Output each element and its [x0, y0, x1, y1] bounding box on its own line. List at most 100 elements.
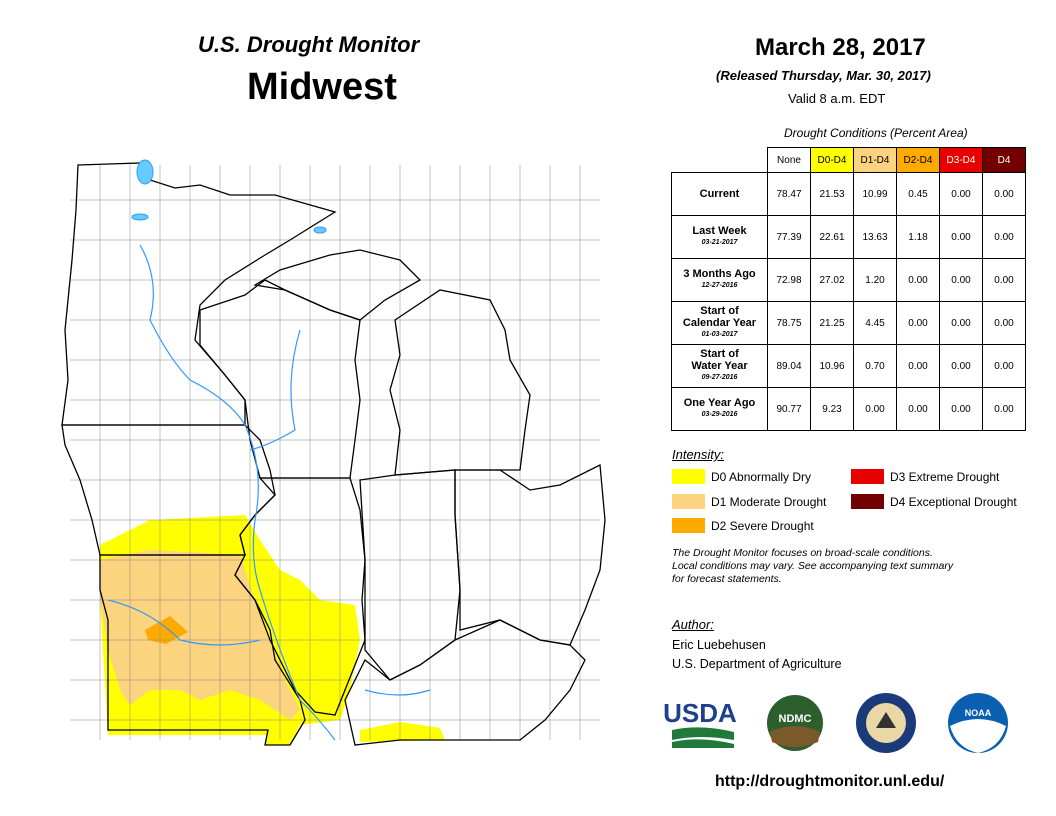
url: http://droughtmonitor.unl.edu/ — [715, 773, 945, 790]
cell: 0.00 — [853, 387, 897, 431]
row-label: Start of Calendar Year 01-03-2017 — [671, 301, 768, 345]
column-header: None — [767, 147, 811, 173]
logos: USDA NDMC NOAA — [663, 693, 1008, 753]
county-grid — [70, 165, 600, 740]
author-title: Author: — [672, 617, 714, 632]
row-label: Last Week 03-21-2017 — [671, 215, 768, 259]
rivers — [107, 244, 431, 741]
noaa-wave — [950, 719, 1006, 753]
cell: 0.00 — [939, 344, 983, 388]
cell: 0.00 — [896, 301, 940, 345]
legend-item: D2 Severe Drought — [672, 518, 814, 533]
row-label: Current — [671, 172, 768, 216]
date: March 28, 2017 — [755, 34, 926, 61]
note-line: Local conditions may vary. See accompany… — [672, 560, 954, 572]
row-label-line: 3 Months Ago — [683, 268, 756, 280]
row-label-line: Start of — [700, 305, 739, 317]
row-label: 3 Months Ago 12-27-2016 — [671, 258, 768, 302]
state-borders — [61, 162, 606, 746]
column-header: D2-D4 — [896, 147, 940, 173]
legend-label: D3 Extreme Drought — [890, 469, 1000, 484]
valid: Valid 8 a.m. EDT — [788, 91, 886, 106]
cell: 0.00 — [982, 387, 1026, 431]
cell: 0.00 — [896, 344, 940, 388]
row-label-line: Calendar Year — [682, 317, 757, 329]
note: The Drought Monitor focuses on broad-sca… — [672, 547, 953, 586]
cell: 13.63 — [853, 215, 897, 259]
legend-item: D4 Exceptional Drought — [851, 494, 1017, 509]
cell: 0.45 — [896, 172, 940, 216]
legend-item: D0 Abnormally Dry — [672, 469, 811, 484]
ndmc-ground — [770, 726, 820, 747]
title: U.S. Drought Monitor — [198, 32, 420, 57]
usda-swoosh — [672, 727, 734, 748]
cell: 0.00 — [939, 301, 983, 345]
column-header: D3-D4 — [939, 147, 983, 173]
row-date: 12-27-2016 — [701, 282, 738, 289]
table-caption: Drought Conditions (Percent Area) — [784, 126, 968, 140]
cell: 90.77 — [767, 387, 811, 431]
cell: 10.99 — [853, 172, 897, 216]
row-label-line: Water Year — [691, 360, 748, 372]
note-line: for forecast statements. — [672, 573, 782, 585]
cell: 0.00 — [939, 215, 983, 259]
author-name: Eric Luebehusen — [672, 638, 766, 652]
legend-label: D0 Abnormally Dry — [711, 469, 812, 484]
cell: 27.02 — [810, 258, 854, 302]
cell: 0.00 — [939, 172, 983, 216]
cell: 22.61 — [810, 215, 854, 259]
row-date: 09-27-2016 — [701, 374, 738, 381]
cell: 10.96 — [810, 344, 854, 388]
cell: 0.00 — [982, 344, 1026, 388]
d0-area — [360, 722, 445, 742]
row-label-line: Last Week — [692, 225, 747, 237]
author-org: U.S. Department of Agriculture — [672, 657, 842, 671]
legend-item: D1 Moderate Drought — [672, 494, 826, 509]
cell: 89.04 — [767, 344, 811, 388]
table-row: Start of Water Year 09-27-2016 89.04 10.96 0.… — [671, 344, 1026, 388]
row-label-line: One Year Ago — [683, 397, 756, 409]
cell: 0.00 — [982, 172, 1026, 216]
cell: 0.00 — [982, 258, 1026, 302]
usda-logo: USDA — [663, 698, 737, 728]
cell: 0.00 — [939, 387, 983, 431]
legend-swatch — [672, 518, 705, 533]
cell: 0.00 — [939, 258, 983, 302]
cell: 9.23 — [810, 387, 854, 431]
legend-label: D1 Moderate Drought — [711, 494, 827, 509]
table-row: Current 78.47 21.53 10.99 0.45 0.00 0.00 — [671, 172, 1026, 216]
noaa-logo: NOAA — [965, 708, 992, 718]
row-date: 03-21-2017 — [701, 239, 738, 246]
region: Midwest — [247, 66, 397, 108]
map — [61, 159, 606, 746]
conditions-table: None D0-D4 D1-D4 D2-D4 D3-D4 D4 Current 78.47 21… — [671, 147, 1026, 431]
column-header: D4 — [982, 147, 1026, 173]
doc-seal-bird — [876, 712, 896, 728]
table-row: 3 Months Ago 12-27-2016 72.98 27.02 1.20 0.00… — [671, 258, 1026, 302]
released: (Released Thursday, Mar. 30, 2017) — [716, 68, 931, 83]
corner — [672, 148, 768, 173]
column-header: D0-D4 — [810, 147, 854, 173]
row-label-line: Current — [699, 188, 740, 200]
cell: 1.20 — [853, 258, 897, 302]
legend-swatch — [851, 469, 884, 484]
table-row: Last Week 03-21-2017 77.39 22.61 13.63 1.18 0.… — [671, 215, 1026, 259]
row-label: One Year Ago 03-29-2016 — [671, 387, 768, 431]
lakes — [131, 159, 327, 234]
cell: 21.53 — [810, 172, 854, 216]
cell: 72.98 — [767, 258, 811, 302]
row-date: 01-03-2017 — [701, 331, 738, 338]
cell: 0.00 — [896, 387, 940, 431]
legend-swatch — [672, 469, 705, 484]
cell: 0.00 — [896, 258, 940, 302]
table-row: Start of Calendar Year 01-03-2017 78.75 21.2… — [671, 301, 1026, 345]
row-date: 03-29-2016 — [701, 411, 738, 418]
cell: 4.45 — [853, 301, 897, 345]
note-line: The Drought Monitor focuses on broad-sca… — [672, 547, 933, 559]
cell: 78.75 — [767, 301, 811, 345]
row-label: Start of Water Year 09-27-2016 — [671, 344, 768, 388]
column-header: D1-D4 — [853, 147, 897, 173]
ndmc-logo: NDMC — [779, 713, 812, 725]
cell: 77.39 — [767, 215, 811, 259]
